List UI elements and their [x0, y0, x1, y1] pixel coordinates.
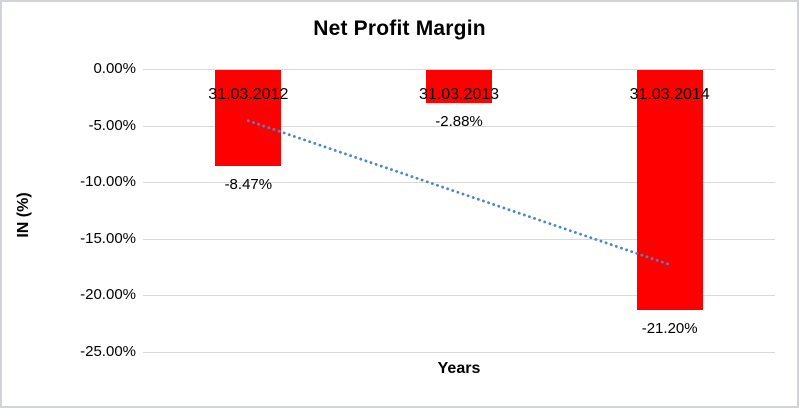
data-label: -21.20% [641, 320, 698, 337]
category-label: 31.03.2012 [208, 86, 289, 103]
bar[interactable] [426, 70, 492, 103]
x-axis-title: Years [437, 360, 481, 377]
gridline [143, 69, 775, 70]
data-label: -2.88% [435, 113, 483, 130]
bar[interactable] [637, 70, 703, 310]
y-tick-label: -5.00% [88, 116, 136, 134]
y-tick-label: -25.00% [80, 342, 136, 360]
y-tick-label: -20.00% [80, 286, 136, 303]
y-tick-label: 0.00% [93, 60, 136, 77]
gridline [143, 295, 775, 296]
y-tick-label: -15.00% [80, 229, 136, 247]
y-tick-label: -10.00% [80, 173, 136, 190]
gridline [143, 351, 775, 353]
category-label: 31.03.2014 [629, 86, 710, 103]
category-label: 31.03.2013 [418, 86, 500, 103]
chart-title: Net Profit Margin [313, 17, 486, 40]
data-label: -8.47% [224, 176, 273, 193]
